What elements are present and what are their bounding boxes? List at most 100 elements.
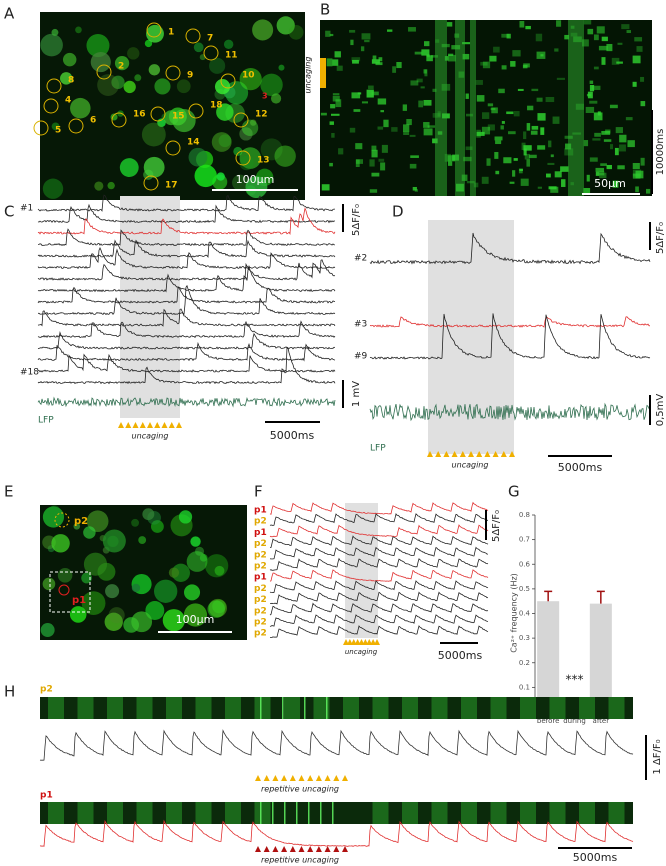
kymo-event <box>596 26 605 34</box>
kymo-event <box>601 36 608 42</box>
y-tick-label: 0.5 <box>519 585 530 593</box>
stim-triangle <box>307 846 314 852</box>
kymo-event <box>556 77 565 80</box>
kymo-event <box>371 59 380 64</box>
trace <box>269 625 489 638</box>
y-tick-label: 0.8 <box>519 511 530 519</box>
linescan-event <box>284 697 300 719</box>
stim-triangle <box>272 846 279 852</box>
trace <box>37 286 336 304</box>
kymo-event <box>412 186 417 191</box>
y-tick-label: 0.4 <box>519 610 531 618</box>
kymo-event <box>589 157 598 162</box>
cell <box>145 601 165 620</box>
linescan-event <box>608 802 625 824</box>
kymo-event <box>614 147 619 156</box>
kymo-event <box>408 27 416 32</box>
trace <box>269 569 489 582</box>
kymo-event <box>524 153 530 160</box>
kymo-event <box>332 95 340 102</box>
kymo-event <box>489 55 497 62</box>
trace <box>269 614 489 627</box>
linescan-event <box>549 802 566 824</box>
trace <box>269 501 489 515</box>
cell <box>119 158 139 177</box>
roi <box>33 120 49 136</box>
stim-triangle <box>443 451 450 457</box>
trace-label: p2 <box>254 539 267 549</box>
cell <box>214 565 225 576</box>
roi <box>150 106 166 122</box>
cell <box>142 508 155 521</box>
stim-triangle <box>118 422 124 428</box>
kymo-event <box>392 66 397 73</box>
trace <box>369 402 651 422</box>
kymo-event <box>383 119 389 128</box>
trace-label: p2 <box>254 584 267 594</box>
kymo-event <box>371 172 380 177</box>
kymo-event <box>423 128 433 136</box>
cell <box>223 39 234 50</box>
kymo-event <box>351 57 361 62</box>
cell <box>239 127 253 141</box>
kymo-event <box>360 46 365 52</box>
kymo-event <box>338 148 344 155</box>
cell <box>123 80 136 94</box>
stim-mark <box>320 58 326 88</box>
kymo-event <box>595 171 605 176</box>
kymo-event <box>320 112 327 116</box>
cell <box>131 611 153 633</box>
side-label: uncaging <box>304 57 313 94</box>
kymo-event <box>475 79 483 85</box>
cell <box>42 178 64 199</box>
cell <box>162 609 186 632</box>
stim-triangle <box>459 451 466 457</box>
roi <box>96 64 112 80</box>
cell <box>183 603 208 627</box>
stim-triangle <box>147 422 153 428</box>
cell <box>274 145 296 167</box>
micrograph <box>40 505 247 640</box>
kymo-event <box>371 149 378 158</box>
cell <box>288 25 304 40</box>
linescan-event <box>77 697 94 719</box>
kymo-event <box>640 101 646 107</box>
kymo-event <box>418 100 424 108</box>
kymo-band <box>470 20 476 196</box>
annotation: *** <box>566 673 584 687</box>
cell <box>102 529 126 553</box>
uncaging-line <box>332 802 334 824</box>
kymo-event <box>601 130 611 135</box>
cell-label: 2 <box>118 62 124 72</box>
stim-triangle <box>307 775 314 781</box>
kymo-event <box>635 186 639 193</box>
kymo-event <box>372 55 377 60</box>
kymo-event <box>530 130 538 135</box>
linescan-event <box>431 802 448 824</box>
kymo-event <box>617 165 625 170</box>
roi <box>143 175 159 191</box>
panel-label: G <box>508 483 520 501</box>
cell <box>176 79 191 94</box>
kymo-event <box>364 39 370 43</box>
kymo-event <box>626 30 631 34</box>
trace <box>369 313 651 360</box>
kymo-event <box>595 167 605 172</box>
kymo-event <box>523 131 527 140</box>
uncaging-line <box>304 697 306 719</box>
kymo-event <box>361 33 371 40</box>
kymo-event <box>640 157 645 166</box>
trace <box>37 346 336 385</box>
kymo-event <box>330 104 336 109</box>
kymo-event <box>526 159 531 167</box>
kymo-event <box>523 148 527 156</box>
linescan-event <box>166 802 182 824</box>
stim-triangle <box>435 451 442 457</box>
trace <box>369 232 651 265</box>
cell <box>94 181 104 191</box>
cell <box>260 73 283 97</box>
stim-triangle <box>176 422 182 428</box>
scale-label: 100µm <box>236 173 275 186</box>
kymo-event <box>448 54 456 62</box>
kymo-event <box>491 107 498 114</box>
